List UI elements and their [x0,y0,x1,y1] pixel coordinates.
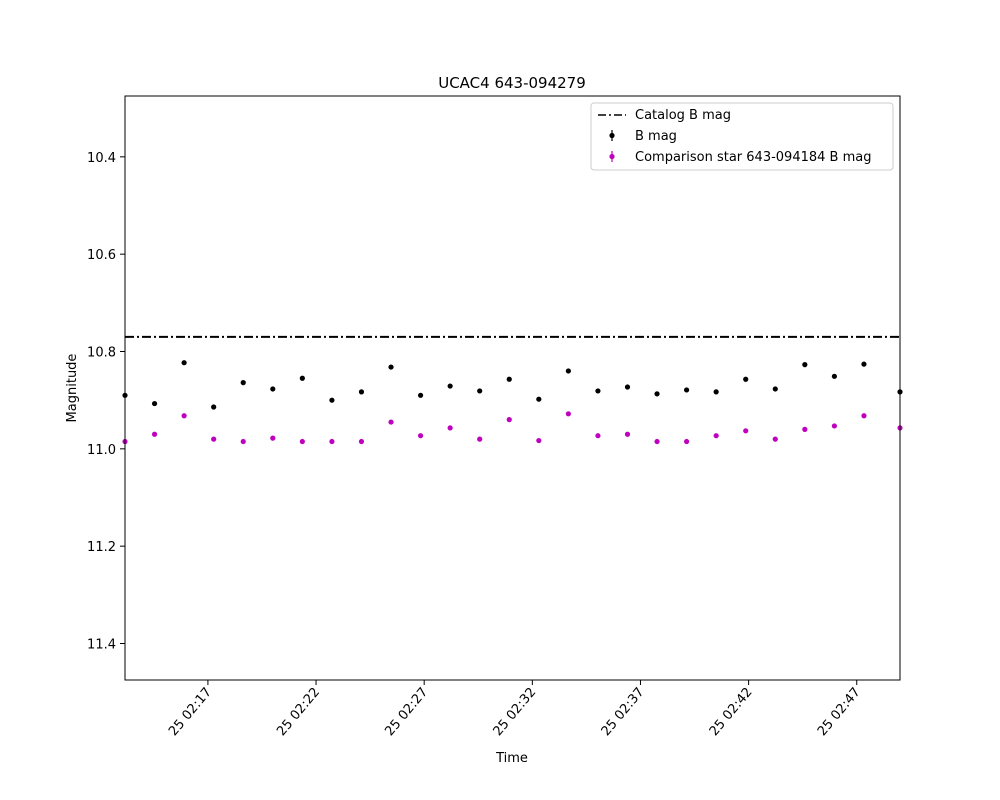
b-mag-point [772,386,778,392]
y-tick-label: 11.0 [87,443,116,458]
b-mag-point [624,384,631,390]
comparison-point [772,436,778,442]
y-tick-label: 10.8 [87,346,116,361]
chart-title: UCAC4 643-094279 [438,74,586,92]
legend-comparison-swatch [609,151,615,162]
b-mag-point [388,364,394,370]
comparison-point [447,425,453,431]
b-mag-point [477,388,483,394]
x-axis-label: Time [495,751,528,766]
comparison-point [595,433,601,439]
comparison-point [477,436,483,442]
comparison-point [861,413,867,419]
b-mag-point [743,376,749,382]
comparison-point [329,438,335,445]
comparison-point [536,437,542,444]
y-axis-label: Magnitude [65,354,80,423]
legend-label-catalog: Catalog B mag [635,108,731,123]
legend-label-b-mag: B mag [635,129,677,144]
comparison-point [831,423,837,429]
comparison-point [388,419,394,425]
b-mag-point [240,380,246,386]
comparison-point [624,431,631,437]
b-mag-point [211,404,217,410]
b-mag-point [299,375,305,381]
b-mag-point [654,391,660,397]
legend-b-mag-swatch [609,130,615,141]
comparison-point [743,428,749,434]
comparison-point [211,436,217,442]
b-mag-point [417,392,424,398]
legend-label-comparison: Comparison star 643-094184 B mag [635,150,871,165]
comparison-point [565,411,571,417]
comparison-point [684,438,690,445]
b-mag-point [595,388,601,394]
comparison-point [713,433,719,439]
y-tick-label: 10.6 [87,248,116,263]
b-mag-point [565,368,571,374]
legend-box [590,102,894,171]
comparison-point [802,426,808,432]
b-mag-point [151,400,158,407]
comparison-point [506,417,512,423]
b-mag-point [536,396,542,402]
b-mag-point [713,389,719,395]
b-mag-point [358,389,365,395]
comparison-point [299,438,305,445]
b-mag-point [270,386,276,392]
comparison-point [417,433,424,439]
legend: Catalog B mag B mag Comparison star 643-… [590,102,894,171]
plot-frame [124,95,901,681]
comparison-point [358,438,365,445]
b-mag-point [802,362,808,368]
b-mag-point [684,387,690,393]
comparison-point [654,438,660,445]
comparison-point [240,438,246,445]
comparison-point [181,413,187,419]
b-mag-point [506,376,512,382]
plot-area [122,335,903,445]
b-mag-point [861,361,867,367]
b-mag-point [447,383,453,389]
y-tick-label: 11.4 [87,638,116,653]
y-tick-label: 10.4 [87,151,116,166]
b-mag-point [329,397,335,403]
comparison-point [270,435,276,441]
b-mag-point [831,373,837,379]
comparison-point [151,431,158,437]
b-mag-point [181,360,187,366]
y-tick-label: 11.2 [87,540,116,555]
